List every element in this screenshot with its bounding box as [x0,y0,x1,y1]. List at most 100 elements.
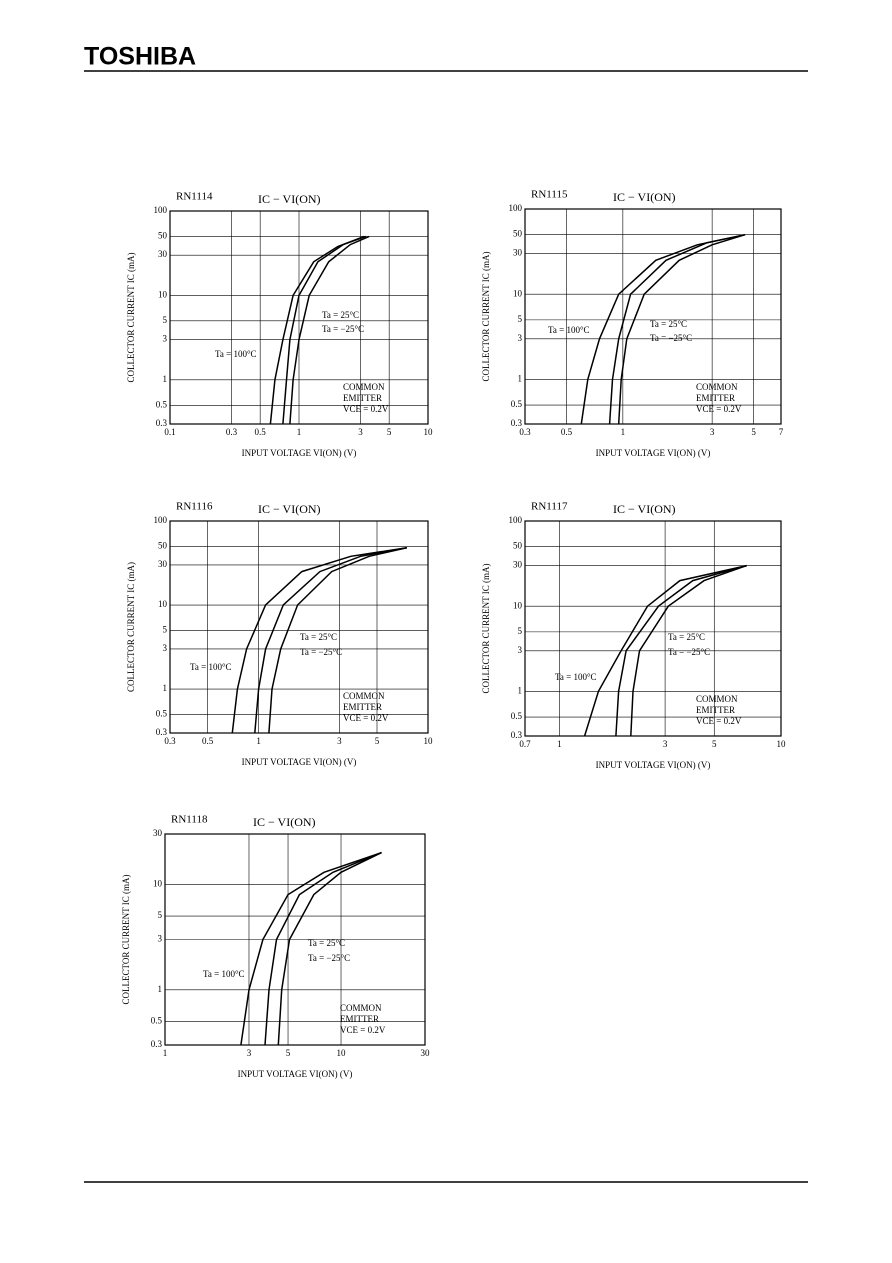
annotation: COMMON [696,382,738,392]
y-axis-label: COLLECTOR CURRENT IC (mA) [126,562,136,692]
y-tick-label: 5 [163,624,168,634]
x-tick-label: 0.5 [202,736,214,746]
curve [277,851,382,1046]
y-tick-label: 10 [153,878,163,888]
curve [231,547,407,734]
y-axis-label: COLLECTOR CURRENT IC (mA) [481,564,491,694]
y-tick-label: 0.3 [156,727,168,737]
annotation: VCE = 0.2V [696,404,742,414]
y-tick-label: 0.5 [511,711,523,721]
chart-title: IC − VI(ON) [258,192,321,206]
curve [615,564,747,737]
x-tick-label: 5 [286,1048,291,1058]
annotation: VCE = 0.2V [696,716,742,726]
curve [608,233,746,425]
curve [269,235,365,425]
x-tick-label: 0.7 [519,739,531,749]
x-tick-label: 5 [375,736,380,746]
annotation: VCE = 0.2V [343,713,389,723]
chart-title: IC − VI(ON) [258,502,321,516]
x-tick-label: 0.5 [255,427,267,437]
chart-subtitle: RN1114 [176,191,213,203]
series-label: Ta = 25°C [322,310,359,320]
plot-frame [524,208,782,425]
annotation: COMMON [340,1003,382,1013]
y-tick-label: 50 [513,541,523,551]
curve [617,233,746,425]
series-label: Ta = 25°C [308,938,345,948]
series-label: Ta = −25°C [650,333,692,343]
y-tick-label: 10 [158,289,168,299]
y-tick-label: 30 [158,559,168,569]
y-tick-label: 50 [158,540,168,550]
x-tick-label: 5 [387,427,392,437]
series-label: Ta = −25°C [668,647,710,657]
plot-frame [524,520,782,737]
y-tick-label: 100 [154,515,168,525]
x-tick-label: 3 [337,736,342,746]
y-tick-label: 0.3 [511,418,523,428]
chart-subtitle: RN1115 [531,189,568,201]
y-tick-label: 5 [158,910,163,920]
x-axis-label: INPUT VOLTAGE VI(ON) (V) [242,448,357,458]
y-tick-label: 100 [509,203,523,213]
series-label: Ta = 100°C [203,969,245,979]
series-label: Ta = 100°C [190,662,232,672]
series-label: Ta = 25°C [300,632,337,642]
x-tick-label: 3 [247,1048,252,1058]
y-tick-label: 100 [509,515,523,525]
x-tick-label: 5 [712,739,717,749]
series-label: Ta = 25°C [650,319,687,329]
y-tick-label: 3 [163,334,168,344]
y-tick-label: 30 [153,828,163,838]
y-tick-label: 3 [518,645,523,655]
x-tick-label: 1 [297,427,302,437]
chart-subtitle: RN1118 [171,814,208,826]
y-tick-label: 1 [518,686,523,696]
curve [268,547,407,734]
series-label: Ta = 100°C [548,325,590,335]
y-axis-label: COLLECTOR CURRENT IC (mA) [126,253,136,383]
curve [282,235,367,425]
y-tick-label: 1 [518,374,523,384]
annotation: VCE = 0.2V [343,404,389,414]
y-tick-label: 1 [163,374,168,384]
y-tick-label: 0.5 [511,399,523,409]
curve [583,564,747,737]
x-tick-label: 3 [710,427,715,437]
series-label: Ta = 100°C [555,672,597,682]
curve [240,851,382,1046]
annotation: COMMON [343,691,385,701]
curve [580,233,746,425]
chart-subtitle: RN1116 [176,501,213,513]
annotation: VCE = 0.2V [340,1025,386,1035]
y-tick-label: 5 [163,315,168,325]
y-tick-label: 10 [513,288,523,298]
annotation: EMITTER [696,393,735,403]
y-tick-label: 3 [518,333,523,343]
y-tick-label: 1 [158,984,163,994]
y-tick-label: 50 [513,229,523,239]
y-tick-label: 3 [158,934,163,944]
y-tick-label: 5 [518,314,523,324]
x-tick-label: 10 [337,1048,347,1058]
x-tick-label: 0.3 [164,736,176,746]
y-tick-label: 30 [513,560,523,570]
y-axis-label: COLLECTOR CURRENT IC (mA) [481,252,491,382]
x-tick-label: 5 [751,427,756,437]
x-tick-label: 3 [358,427,363,437]
curve [254,547,407,734]
x-tick-label: 30 [421,1048,431,1058]
series-label: Ta = −25°C [300,647,342,657]
y-tick-label: 0.3 [151,1039,163,1049]
x-tick-label: 0.1 [164,427,175,437]
curve [264,851,382,1046]
y-axis-label: COLLECTOR CURRENT IC (mA) [121,875,131,1005]
series-label: Ta = −25°C [308,953,350,963]
chart-title: IC − VI(ON) [253,815,316,829]
annotation: EMITTER [696,705,735,715]
x-tick-label: 0.3 [226,427,238,437]
chart-subtitle: RN1117 [531,501,568,513]
